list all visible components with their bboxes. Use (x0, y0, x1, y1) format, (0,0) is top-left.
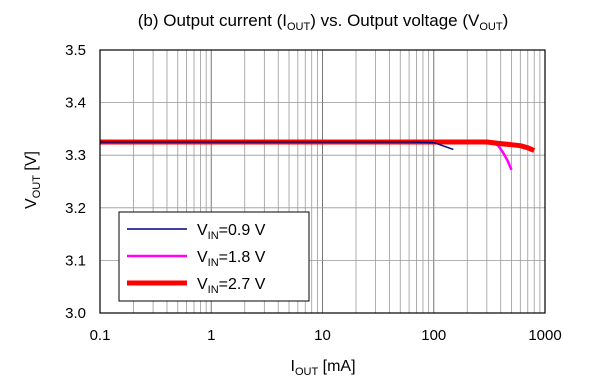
x-tick-label: 100 (421, 327, 446, 344)
x-tick-label: 10 (314, 327, 331, 344)
x-tick-label: 1000 (528, 327, 561, 344)
plot-frame (99, 49, 546, 314)
y-tick-label: 3.5 (65, 42, 86, 59)
tick-labels: 0.1 1 10 100 1000 3.0 3.1 3.2 3.3 3.4 3.5 (65, 42, 562, 344)
legend-label-2: VIN=1.8 V (197, 249, 266, 269)
y-tick-label: 3.0 (65, 305, 86, 322)
y-tick-label: 3.3 (65, 147, 86, 164)
legend: VIN=0.9 V VIN=1.8 V VIN=2.7 V (118, 211, 310, 302)
legend-label-1: VIN=0.9 V (197, 222, 266, 242)
legend-label-3: VIN=2.7 V (197, 276, 266, 296)
chart-title: (b) Output current (IOUT) vs. Output vol… (138, 11, 509, 33)
x-tick-label: 0.1 (90, 327, 111, 344)
series-group (100, 139, 536, 171)
series-line-1 (100, 141, 454, 151)
x-axis-label: IOUT [mA] (290, 358, 355, 378)
y-axis-label: VOUT [V] (23, 151, 43, 209)
y-tick-label: 3.1 (65, 252, 86, 269)
series-line-2 (100, 140, 513, 171)
y-tick-label: 3.4 (65, 95, 86, 112)
y-tick-label: 3.2 (65, 200, 86, 217)
x-tick-label: 1 (207, 327, 215, 344)
